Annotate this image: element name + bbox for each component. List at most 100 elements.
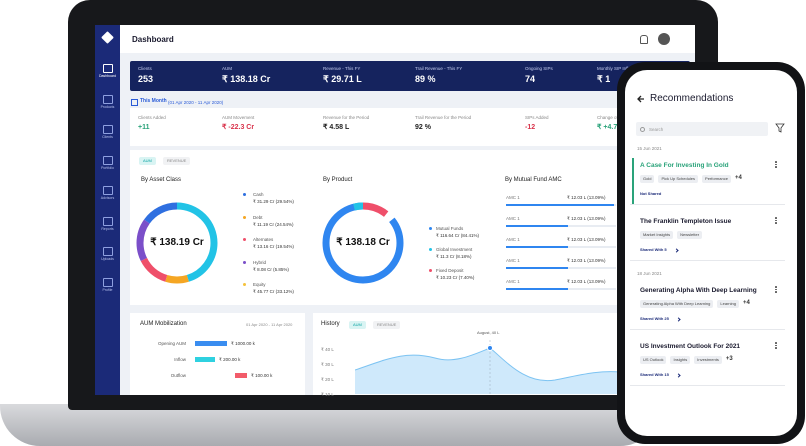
legend-dot [429, 248, 432, 251]
amc-bar [506, 225, 568, 227]
legend-name: Cash [253, 192, 264, 197]
kebab[interactable] [775, 342, 777, 350]
tag: Market Insights [640, 231, 674, 239]
row-name: Opening AUM [157, 341, 186, 346]
amc-name: AMC 1 [506, 216, 520, 221]
range: 01 Apr 2020 - 11 Apr 2020 [246, 322, 293, 327]
legend-name: Global Investment [436, 247, 473, 252]
period-stat-value: +11 [138, 124, 150, 131]
section-title: By Product [323, 177, 353, 183]
legend-name: Mutual Funds [436, 226, 464, 231]
sidebar [95, 25, 120, 395]
nav-label[interactable]: Profile [102, 287, 113, 292]
nav-icon[interactable] [103, 64, 113, 73]
card-title[interactable]: The Franklin Templeton Issue [640, 218, 732, 225]
nav-icon[interactable] [103, 247, 113, 256]
donut-total: ₹ 138.18 Cr [336, 237, 390, 248]
tab[interactable]: REVENUE [373, 321, 401, 329]
search-box[interactable] [636, 122, 768, 136]
row-name: Outflow [170, 373, 186, 378]
section-title: History [321, 321, 340, 327]
share-status[interactable]: Shared With 25 [640, 316, 669, 321]
search-placeholder[interactable]: Search [649, 126, 664, 132]
tag: Gold [640, 175, 655, 183]
nav-label[interactable]: Products [100, 104, 115, 109]
row-value: ₹ 100.00 k [251, 373, 273, 378]
legend-dot [243, 260, 246, 264]
share-status[interactable]: Not Shared [640, 191, 662, 196]
more-tags[interactable]: +3 [725, 356, 733, 363]
summary-value: 74 [525, 74, 536, 84]
phone-title: Recommendations [650, 93, 734, 104]
tag: Insights [670, 356, 691, 364]
legend-value: ₹ 11.3 Cr (8.18%) [436, 254, 472, 259]
nav-label[interactable]: Clients [102, 135, 113, 139]
tag-row: Market Insights Newsletter [640, 231, 703, 239]
legend-dot [429, 269, 432, 272]
tag: Generating Alpha With Deep Learning [640, 300, 714, 308]
share-status[interactable]: Shared With 5 [640, 247, 667, 252]
nav-icon[interactable] [103, 125, 113, 134]
nav-icon[interactable] [103, 277, 113, 287]
period-range[interactable]: (01 Apr 2020 - 11 Apr 2020) [168, 99, 224, 105]
history-area [355, 340, 620, 394]
row-name: Inflow [174, 357, 186, 362]
chevron [673, 247, 679, 253]
amc-bar [506, 267, 568, 269]
card-title[interactable]: A Case For Investing In Gold [640, 162, 729, 169]
amc-bar [506, 204, 614, 206]
nav-label[interactable]: Portfolio [101, 165, 114, 170]
summary-label: Monthly SIP Inflow [597, 66, 635, 71]
nav-icon[interactable] [103, 94, 113, 104]
nav-label[interactable]: Dashboard [98, 74, 117, 78]
nav-icon[interactable] [103, 216, 113, 226]
nav-icon[interactable] [103, 186, 113, 195]
row-value: ₹ 200.00 k [219, 357, 241, 362]
kebab[interactable] [775, 217, 777, 225]
product-donut [322, 202, 404, 284]
annotation: August, 40 L [477, 330, 500, 335]
period-stat-label: Revenue for the Period [323, 115, 370, 120]
tab[interactable]: REVENUE [163, 157, 191, 165]
kebab[interactable] [775, 161, 777, 169]
amc-name: AMC 1 [506, 279, 520, 284]
legend-dot [243, 283, 246, 286]
share-status[interactable]: Shared With 15 [640, 372, 669, 377]
period-stat-label: Change of [597, 115, 618, 120]
y-tick-label: ₹ 10 L [321, 392, 334, 397]
avatar[interactable] [658, 33, 670, 45]
tab[interactable]: AUM [349, 321, 366, 329]
card-title[interactable]: US Investment Outlook For 2021 [640, 343, 741, 350]
legend-dot [243, 193, 246, 196]
legend-dot [429, 227, 432, 230]
bell[interactable] [640, 35, 648, 44]
period-stat-value: ₹ +4.7 [597, 124, 618, 131]
page-title: Dashboard [132, 35, 174, 44]
breakdown-card [130, 150, 690, 305]
nav-icon[interactable] [103, 155, 113, 165]
period-stat-label: SIPs Added [525, 115, 549, 120]
more-tags[interactable]: +4 [742, 300, 750, 307]
more-tags[interactable]: +4 [734, 175, 742, 182]
nav-label[interactable]: Reports [101, 226, 114, 231]
group-date: 18 Jun 2021 [637, 271, 662, 276]
kebab[interactable] [775, 286, 777, 294]
tag-row: Gold Pick Up Schedules Performance +4 [640, 175, 742, 183]
y-tick-label: ₹ 40 L [321, 347, 334, 352]
nav-label[interactable]: Uploads [101, 257, 114, 261]
nav-label[interactable]: Advisors [100, 196, 115, 200]
row-bar [235, 373, 247, 378]
summary-label: Revenue - This FY [323, 66, 361, 71]
legend-name: Hybrid [253, 259, 267, 265]
section-title: By Mutual Fund AMC [505, 177, 562, 183]
calendar-icon[interactable] [131, 99, 138, 106]
asset-donut [136, 202, 218, 284]
card-title[interactable]: Generating Alpha With Deep Learning [640, 287, 757, 294]
filter-icon[interactable] [775, 123, 785, 133]
period-stat-label: Clients Added [138, 115, 166, 120]
back-arrow[interactable] [636, 94, 646, 104]
tab[interactable]: AUM [139, 157, 156, 165]
period-label[interactable]: This Month [140, 98, 167, 104]
amc-value: ₹ 12.03 L (13.09%) [567, 195, 606, 200]
